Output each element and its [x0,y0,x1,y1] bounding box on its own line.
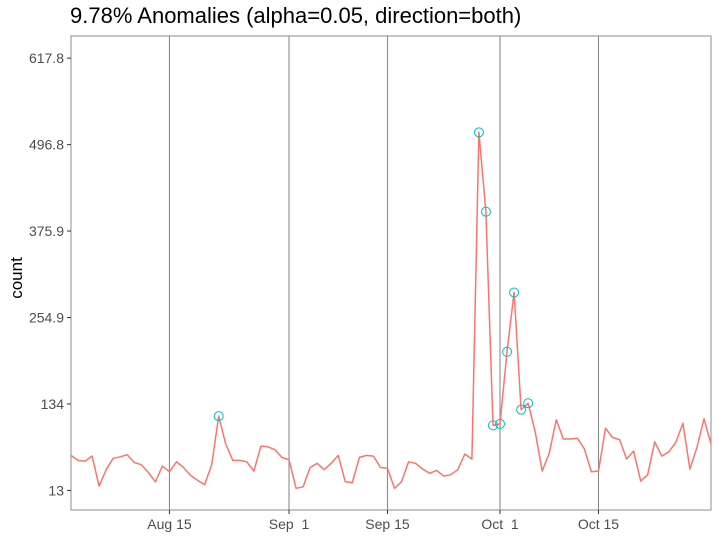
anomaly-point [487,420,498,431]
series-line-count [70,131,712,490]
x-tick-label: Aug 15 [147,516,192,532]
anomaly-point [480,206,491,217]
anomaly-point [509,287,520,298]
anomaly-point [495,418,506,429]
anomaly-point [516,404,527,415]
plot-panel: 13 134 254.9 375.9 496.8 617.8 Aug 15 Sep 1 Sep … [29,35,712,532]
y-tick-label: 13 [48,482,64,498]
y-tick-label: 496.8 [29,137,64,153]
chart-title: 9.78% Anomalies (alpha=0.05, direction=b… [70,3,521,28]
y-axis-label: count [7,257,26,299]
anomaly-point [213,411,224,422]
x-tick-label: Sep 15 [365,516,410,532]
anomaly-point [502,346,513,357]
y-tick-label: 254.9 [29,310,64,326]
anomaly-point [473,127,484,138]
panel-border [70,35,712,511]
anomaly-point [523,398,534,409]
y-tick-label: 375.9 [29,223,64,239]
y-tick-label: 134 [41,396,65,412]
x-tick-label: Sep 1 [269,516,310,532]
x-tick-label: Oct 1 [481,516,519,532]
x-tick-label: Oct 15 [578,516,619,532]
y-tick-label: 617.8 [29,50,64,66]
